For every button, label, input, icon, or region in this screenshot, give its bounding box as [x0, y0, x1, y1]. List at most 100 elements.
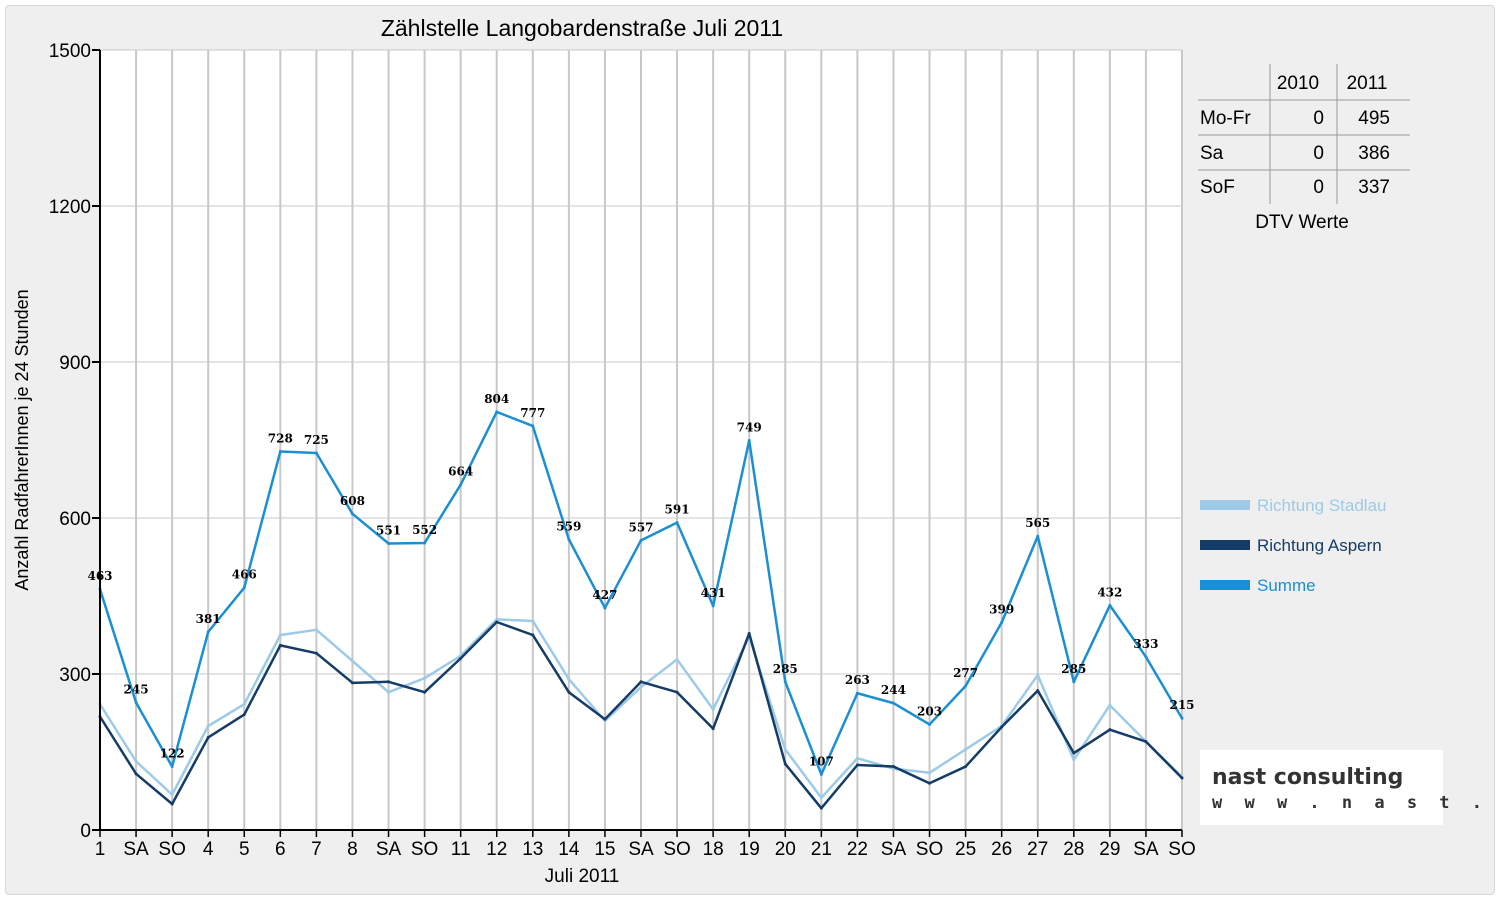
- y-tick-label: 0: [80, 821, 91, 842]
- data-point: [350, 512, 354, 516]
- data-point: [891, 765, 895, 769]
- data-point: [1072, 680, 1076, 684]
- data-label: 245: [124, 683, 149, 697]
- data-point: [314, 651, 318, 655]
- data-point: [711, 727, 715, 731]
- x-tick-label: SO: [158, 839, 185, 860]
- data-point: [134, 759, 138, 763]
- data-point: [459, 483, 463, 487]
- data-point: [1072, 751, 1076, 755]
- data-label: 664: [448, 465, 473, 479]
- x-tick-label: 12: [486, 839, 507, 860]
- x-tick-label: 13: [522, 839, 543, 860]
- data-point: [387, 680, 391, 684]
- data-point: [387, 690, 391, 694]
- x-tick-label: 4: [203, 839, 214, 860]
- data-label: 285: [773, 662, 798, 676]
- data-point: [819, 772, 823, 776]
- x-tick-label: 27: [1027, 839, 1048, 860]
- data-point: [928, 771, 932, 775]
- data-point: [964, 765, 968, 769]
- data-point: [314, 451, 318, 455]
- x-tick-label: SO: [411, 839, 438, 860]
- data-point: [206, 724, 210, 728]
- dtv-header-2010: 2010: [1277, 73, 1319, 94]
- x-tick-label: 19: [739, 839, 760, 860]
- x-axis-label: Juli 2011: [545, 866, 620, 887]
- data-point: [747, 631, 751, 635]
- dtv-row-value-2010: 0: [1313, 143, 1324, 164]
- x-tick-label: 25: [955, 839, 976, 860]
- series-layer: [98, 410, 1184, 810]
- data-point: [928, 781, 932, 785]
- data-label: 122: [160, 747, 185, 761]
- data-point: [819, 806, 823, 810]
- data-label: 399: [989, 603, 1014, 617]
- x-tick-label: 14: [558, 839, 580, 860]
- data-point: [350, 681, 354, 685]
- x-tick-label: SO: [1168, 839, 1195, 860]
- data-label: 728: [268, 431, 293, 445]
- data-point: [242, 713, 246, 717]
- data-point: [603, 606, 607, 610]
- data-point: [1144, 655, 1148, 659]
- data-point: [855, 691, 859, 695]
- data-label: 463: [87, 569, 112, 583]
- data-point: [783, 762, 787, 766]
- data-label: 565: [1025, 516, 1050, 530]
- data-point: [675, 690, 679, 694]
- data-point: [495, 617, 499, 621]
- data-point: [1180, 716, 1184, 720]
- x-tick-label: 29: [1099, 839, 1120, 860]
- data-point: [567, 677, 571, 681]
- data-point: [531, 619, 535, 623]
- data-point: [1000, 725, 1004, 729]
- dtv-caption: DTV Werte: [1255, 212, 1349, 233]
- logo-text: nast consulting: [1212, 765, 1403, 790]
- data-point: [1072, 758, 1076, 762]
- data-label: 551: [376, 523, 401, 537]
- data-label: 804: [484, 392, 509, 406]
- data-point: [350, 659, 354, 663]
- data-point: [423, 676, 427, 680]
- legend-swatch: [1200, 540, 1250, 550]
- data-point: [711, 604, 715, 608]
- x-tick-label: 15: [594, 839, 615, 860]
- data-label: 552: [412, 523, 437, 537]
- data-point: [1180, 776, 1184, 780]
- data-point: [242, 702, 246, 706]
- logo-url: w w w . n a s t . a t: [1212, 793, 1500, 813]
- x-tick-label: 26: [991, 839, 1012, 860]
- x-tick-label: SO: [663, 839, 690, 860]
- data-point: [964, 747, 968, 751]
- legend: Richtung Stadlau Richtung Aspern Summe: [1200, 496, 1386, 595]
- legend-label: Richtung Aspern: [1257, 536, 1382, 555]
- data-point: [747, 439, 751, 443]
- data-point: [783, 747, 787, 751]
- data-point: [1036, 689, 1040, 693]
- data-point: [711, 707, 715, 711]
- x-tick-label: 28: [1063, 839, 1084, 860]
- dtv-row-label: Sa: [1200, 143, 1224, 164]
- data-point: [1144, 740, 1148, 744]
- data-label: 244: [881, 683, 906, 697]
- data-point: [1036, 673, 1040, 677]
- data-point: [206, 630, 210, 634]
- data-label: 277: [953, 666, 978, 680]
- data-point: [387, 541, 391, 545]
- data-point: [567, 690, 571, 694]
- x-tick-label: SA: [628, 839, 654, 860]
- data-point: [855, 756, 859, 760]
- x-tick-label: 11: [451, 839, 471, 860]
- data-point: [423, 690, 427, 694]
- data-point: [170, 765, 174, 769]
- data-label: 466: [232, 568, 257, 582]
- data-point: [855, 763, 859, 767]
- data-point: [567, 537, 571, 541]
- data-point: [134, 701, 138, 705]
- x-tick-label: SA: [1133, 839, 1159, 860]
- data-point: [242, 586, 246, 590]
- dtv-row-label: SoF: [1200, 177, 1235, 198]
- y-tick-label: 600: [59, 509, 91, 530]
